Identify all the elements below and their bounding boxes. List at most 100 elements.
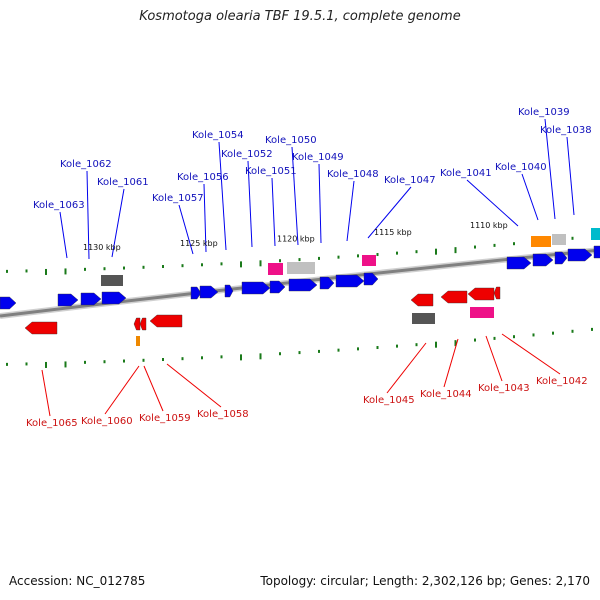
- cyan-feature: [591, 228, 600, 240]
- leader-line: [104, 365, 140, 415]
- leader-line: [566, 136, 575, 216]
- forward-gene: [532, 253, 554, 267]
- tick-mark: [376, 346, 379, 350]
- forward-gene: [80, 292, 102, 306]
- tick-mark: [220, 262, 223, 266]
- genes-value: 2,170: [555, 574, 590, 588]
- gene-label-reverse: Kole_1044: [420, 389, 472, 400]
- gene-label-forward: Kole_1040: [495, 162, 547, 173]
- leader-line: [318, 163, 322, 244]
- scale-label: 1125 kbp: [180, 239, 218, 248]
- tick-mark: [298, 258, 301, 262]
- tick-mark: [142, 265, 145, 269]
- genome-stats: Topology: circular; Length: 2,302,126 bp…: [260, 574, 590, 588]
- tick-mark: [103, 360, 106, 364]
- gene-label-forward: Kole_1056: [177, 172, 229, 183]
- length-label: Length:: [372, 574, 419, 588]
- tick-mark: [337, 348, 340, 352]
- gene-label-reverse: Kole_1060: [81, 416, 133, 427]
- leader-line: [346, 180, 355, 242]
- forward-gene: [269, 280, 286, 294]
- tick-mark: [591, 327, 593, 331]
- gene-label-reverse: Kole_1045: [363, 395, 415, 406]
- forward-gene: [190, 286, 202, 300]
- tick-mark: [201, 356, 203, 360]
- gene-label-forward: Kole_1041: [440, 168, 492, 179]
- tick-mark: [571, 236, 574, 240]
- tick-mark: [435, 341, 437, 348]
- tick-mark: [396, 251, 398, 255]
- reverse-gene: [139, 317, 147, 331]
- tick-mark: [279, 259, 281, 263]
- reverse-gene: [410, 293, 434, 307]
- rna-feature: [101, 275, 123, 286]
- tick-mark: [474, 338, 476, 342]
- tick-mark: [201, 263, 203, 267]
- tick-mark: [240, 354, 242, 361]
- leader-line: [166, 363, 222, 408]
- scale-label: 1110 kbp: [470, 221, 508, 230]
- leader-line: [485, 335, 503, 382]
- leader-line: [111, 188, 125, 258]
- tick-mark: [240, 261, 242, 268]
- tick-mark: [513, 242, 515, 246]
- tick-mark: [318, 256, 320, 260]
- leader-line: [544, 118, 556, 220]
- reverse-gene: [24, 321, 58, 335]
- tick-mark: [6, 269, 8, 273]
- gene-label-reverse: Kole_1058: [197, 409, 249, 420]
- gene-label-forward: Kole_1050: [265, 135, 317, 146]
- label-leaders: [41, 118, 575, 417]
- gene-label-forward: Kole_1039: [518, 107, 570, 118]
- forward-gene: [593, 245, 600, 259]
- tick-mark: [298, 351, 301, 355]
- tick-mark: [45, 361, 47, 368]
- gene-label-forward: Kole_1048: [327, 169, 379, 180]
- tick-mark: [259, 260, 262, 267]
- leader-line: [501, 333, 561, 375]
- gene-label-reverse: Kole_1042: [536, 376, 588, 387]
- pink-feature: [268, 263, 283, 275]
- leader-line: [386, 342, 427, 394]
- reverse-gene: [467, 287, 495, 301]
- leader-line: [203, 183, 207, 253]
- forward-gene: [224, 284, 234, 298]
- tick-mark: [123, 359, 125, 363]
- tick-mark: [84, 360, 86, 364]
- tick-mark: [415, 343, 418, 347]
- tick-mark: [181, 264, 184, 268]
- labels: 1130 kbp 1125 kbp 1120 kbp 1115 kbp 1110 kbp…: [26, 107, 592, 429]
- forward-gene: [363, 272, 379, 286]
- tick-mark: [64, 268, 67, 275]
- leader-line: [521, 173, 539, 221]
- leader-line: [218, 141, 227, 251]
- tick-mark: [162, 265, 164, 269]
- tick-mark: [474, 245, 476, 249]
- topology-value: circular: [320, 574, 365, 588]
- gene-label-forward: Kole_1054: [192, 130, 244, 141]
- features: [0, 228, 600, 346]
- reverse-gene: [493, 286, 501, 300]
- tick-mark: [532, 333, 535, 337]
- gene-label-reverse: Kole_1059: [139, 413, 191, 424]
- topology-label: Topology:: [260, 574, 317, 588]
- tick-mark: [513, 335, 515, 339]
- gene-label-forward: Kole_1051: [245, 166, 297, 177]
- leader-line: [247, 160, 253, 248]
- tick-mark: [337, 255, 340, 259]
- forward-gene: [57, 293, 79, 307]
- accession-info: Accession: NC_012785: [9, 574, 145, 588]
- forward-gene: [288, 278, 318, 292]
- gene-label-forward: Kole_1063: [33, 200, 85, 211]
- small-feature: [136, 336, 140, 346]
- scale-label: 1130 kbp: [83, 243, 121, 252]
- gene-label-reverse: Kole_1065: [26, 418, 78, 429]
- light-gray-feature: [287, 262, 315, 274]
- gene-label-forward: Kole_1049: [292, 152, 344, 163]
- tick-mark: [45, 268, 47, 275]
- accession-label: Accession:: [9, 574, 73, 588]
- tick-mark: [357, 254, 359, 258]
- tick-mark: [123, 266, 125, 270]
